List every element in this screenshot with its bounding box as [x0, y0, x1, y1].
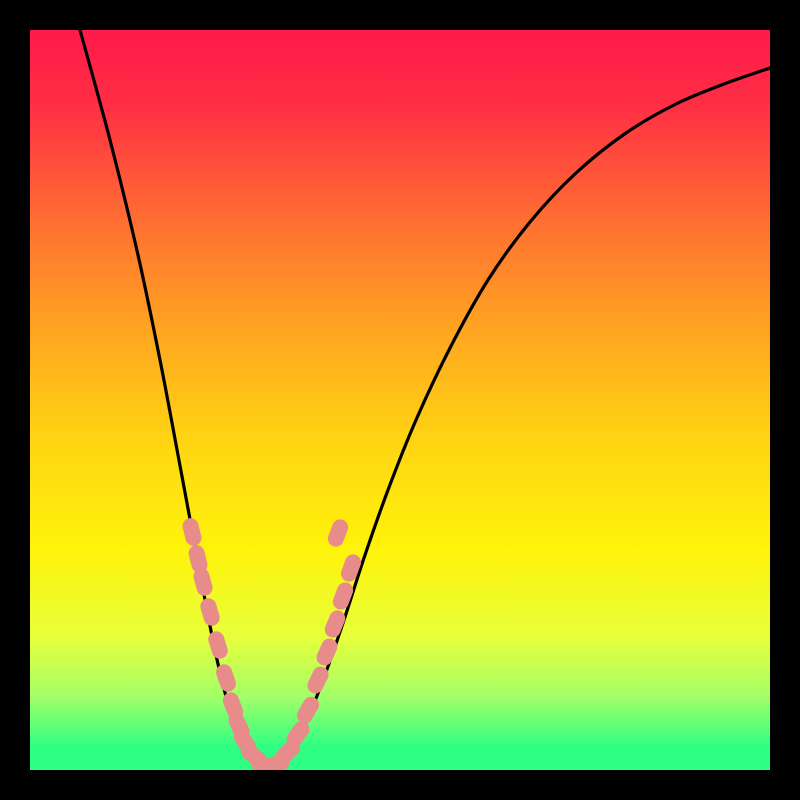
frame-border-left	[0, 0, 30, 800]
curve-marker	[326, 517, 351, 549]
curve-marker	[192, 566, 215, 597]
curve-marker	[283, 718, 312, 750]
curve-layer	[30, 30, 770, 770]
bottleneck-curve	[80, 30, 770, 768]
curve-marker	[305, 664, 332, 696]
curve-marker	[198, 596, 221, 627]
frame-border-right	[770, 0, 800, 800]
chart-frame: TheBottleneck.com	[0, 0, 800, 800]
frame-border-top	[0, 0, 800, 30]
curve-marker	[226, 710, 252, 742]
curve-marker	[206, 629, 229, 660]
curve-marker	[187, 543, 209, 574]
curve-marker	[339, 552, 364, 584]
curve-marker	[272, 736, 303, 767]
curve-marker	[322, 608, 347, 640]
frame-border-bottom	[0, 770, 800, 800]
marker-layer	[30, 30, 770, 770]
curve-marker	[238, 741, 270, 770]
curve-marker	[231, 726, 259, 758]
curve-marker	[181, 516, 203, 547]
curve-marker	[221, 690, 246, 722]
curve-marker	[314, 636, 340, 668]
curve-marker	[260, 752, 292, 770]
curve-marker	[331, 580, 356, 612]
plot-area	[30, 30, 770, 770]
curve-marker	[250, 754, 281, 770]
curve-marker	[214, 662, 238, 694]
curve-marker	[294, 694, 322, 726]
